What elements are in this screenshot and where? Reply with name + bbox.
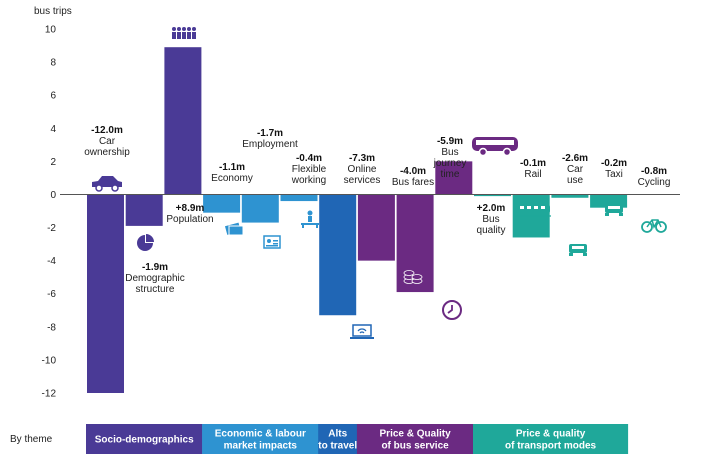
y-tick-label: -10 <box>42 355 57 366</box>
y-tick-label: -12 <box>42 389 57 400</box>
theme-label: market impacts <box>224 441 298 452</box>
clock-icon <box>442 300 462 320</box>
bar-name-label: ownership <box>84 147 130 158</box>
laptop-wifi-icon <box>350 324 374 339</box>
theme-band <box>356 424 474 454</box>
coins-icon <box>403 270 423 284</box>
theme-label: Socio-demographics <box>95 435 194 446</box>
bar-name-label: Cycling <box>638 177 671 188</box>
bar-value-label: +8.9m <box>176 203 205 214</box>
bar-value-label: -1.1m <box>219 162 245 173</box>
bar-value-label: -0.2m <box>601 158 627 169</box>
train-icon <box>515 204 551 217</box>
theme-band <box>473 424 629 454</box>
bar <box>241 194 279 223</box>
bar-name-label: Economy <box>211 173 253 184</box>
bar-value-label: +2.0m <box>477 203 506 214</box>
theme-band <box>202 424 319 454</box>
theme-band <box>318 424 358 454</box>
y-tick-label: 6 <box>50 91 56 102</box>
theme-label: to travel <box>318 441 357 452</box>
theme-label: of transport modes <box>505 441 597 452</box>
bar-name-label: use <box>567 175 584 186</box>
theme-label: Alts <box>328 429 347 440</box>
y-tick-label: 8 <box>50 58 56 69</box>
bar-name-label: time <box>441 169 460 180</box>
bar-value-label: -0.4m <box>296 153 322 164</box>
y-tick-label: 10 <box>45 25 57 36</box>
bar <box>87 194 124 393</box>
theme-bands: Socio-demographics Economic & labourmarke… <box>86 424 629 454</box>
bar <box>280 194 318 202</box>
car-front-icon <box>569 244 587 256</box>
bar-value-label: -7.3m <box>349 153 375 164</box>
theme-label: Price & quality <box>516 429 586 440</box>
bar <box>435 161 473 195</box>
bar-name-label: Online <box>348 164 377 175</box>
bar-name-label: Taxi <box>605 169 623 180</box>
theme-label: Economic & labour <box>215 429 306 440</box>
y-axis-ticks: 10 8 6 4 2 0 -2 -4 -6 -8 -10 -12 <box>42 25 57 400</box>
y-tick-label: -6 <box>47 289 56 300</box>
bar-name-label: Flexible <box>292 164 327 175</box>
bar-name-label: Bus <box>441 147 458 158</box>
bar <box>319 194 357 316</box>
theme-label: of bus service <box>381 441 449 452</box>
bar-name-label: services <box>344 175 381 186</box>
bar-name-label: Employment <box>242 139 298 150</box>
bar <box>551 194 589 198</box>
bar <box>474 194 511 197</box>
bar <box>164 47 202 195</box>
pie-chart-icon <box>137 234 154 251</box>
y-tick-label: 4 <box>50 124 56 135</box>
bar <box>125 194 163 226</box>
bar-value-label: -5.9m <box>437 136 463 147</box>
bar-name-label: Bus <box>482 214 499 225</box>
y-tick-label: 0 <box>50 190 56 201</box>
bar-name-label: Rail <box>524 169 541 180</box>
people-icon <box>172 27 196 39</box>
bar <box>357 194 395 261</box>
theme-band <box>86 424 203 454</box>
bar-icons <box>92 27 667 339</box>
bar-name-label: Car <box>567 164 584 175</box>
bar-name-label: journey <box>433 158 467 169</box>
bar-name-label: Bus fares <box>392 177 434 188</box>
y-tick-label: -2 <box>47 223 56 234</box>
bar-labels: -12.0mCarownership-1.9mDemographicstruct… <box>84 125 670 295</box>
money-icon <box>224 222 244 236</box>
by-theme-label: By theme <box>10 434 53 445</box>
car-icon <box>92 176 122 192</box>
id-badge-icon <box>263 235 281 249</box>
bar-value-label: -4.0m <box>400 166 426 177</box>
y-tick-label: -8 <box>47 322 56 333</box>
y-tick-label: 2 <box>50 157 56 168</box>
bar <box>203 194 241 213</box>
person-desk-icon <box>301 210 319 228</box>
bar-name-label: Demographic <box>125 273 184 284</box>
bus-icon <box>472 137 518 157</box>
bar-name-label: structure <box>136 284 175 295</box>
taxi-icon <box>605 200 623 216</box>
bar-value-label: -0.8m <box>641 166 667 177</box>
bicycle-icon <box>641 219 667 233</box>
theme-label: Price & Quality <box>380 429 452 440</box>
bar-value-label: -12.0m <box>91 125 123 136</box>
bar-value-label: -1.9m <box>142 262 168 273</box>
y-tick-label: -4 <box>47 256 56 267</box>
bar-value-label: -0.1m <box>520 158 546 169</box>
bar-name-label: Population <box>166 214 213 225</box>
bar-name-label: Car <box>99 136 116 147</box>
y-axis-label: bus trips <box>34 6 72 17</box>
bar-value-label: -1.7m <box>257 128 283 139</box>
bar-name-label: quality <box>477 225 506 236</box>
bar-value-label: -2.6m <box>562 153 588 164</box>
bar-name-label: working <box>291 175 326 186</box>
